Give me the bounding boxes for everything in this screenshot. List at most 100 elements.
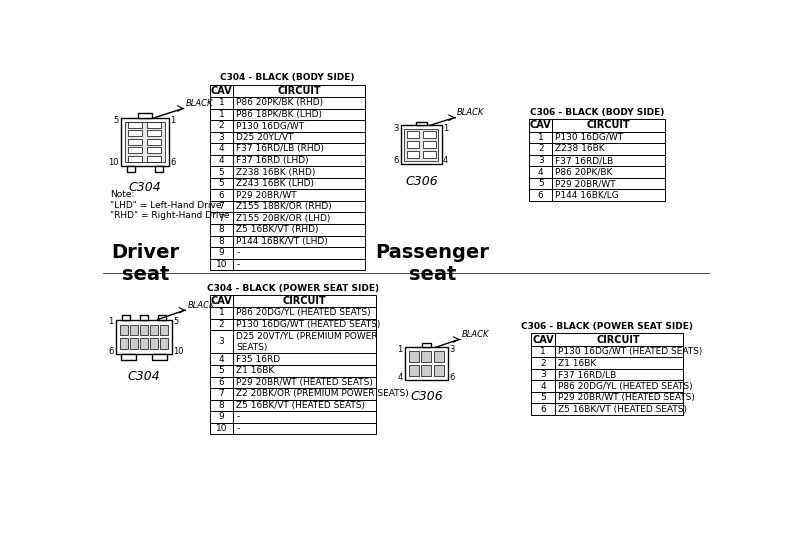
Text: 1: 1 <box>219 98 224 107</box>
Text: BLACK: BLACK <box>462 330 489 339</box>
Bar <box>160 338 168 349</box>
Text: Z5 16BK/VT (RHD): Z5 16BK/VT (RHD) <box>236 225 318 234</box>
Bar <box>407 151 420 158</box>
Text: 1: 1 <box>540 347 546 356</box>
Bar <box>233 307 376 319</box>
Bar <box>140 325 148 335</box>
Bar <box>147 147 161 153</box>
Text: 6: 6 <box>540 405 546 413</box>
Text: -: - <box>236 248 239 257</box>
Text: C304 - BLACK (BODY SIDE): C304 - BLACK (BODY SIDE) <box>220 73 355 83</box>
Bar <box>130 338 138 349</box>
Bar <box>210 388 233 400</box>
Text: CAV: CAV <box>211 296 232 306</box>
Bar <box>529 143 552 155</box>
Text: 10: 10 <box>108 158 118 167</box>
Bar <box>233 109 365 120</box>
Bar <box>127 166 135 172</box>
Bar <box>233 155 365 166</box>
Bar <box>210 247 233 259</box>
Bar <box>210 166 233 178</box>
Text: 1: 1 <box>170 117 176 126</box>
Bar <box>210 330 233 353</box>
Bar <box>150 338 158 349</box>
Text: 3: 3 <box>394 124 399 133</box>
Bar <box>233 353 376 365</box>
Bar <box>128 122 143 128</box>
Text: C304: C304 <box>128 369 160 383</box>
Text: D25 20VT/YL (PREMIUM POWER
SEATS): D25 20VT/YL (PREMIUM POWER SEATS) <box>236 332 378 352</box>
Text: 5: 5 <box>219 167 224 176</box>
Bar <box>405 128 439 161</box>
Text: C306: C306 <box>410 391 443 403</box>
Text: Z238 16BK (RHD): Z238 16BK (RHD) <box>236 167 315 176</box>
Bar <box>409 365 419 376</box>
Text: CIRCUIT: CIRCUIT <box>587 121 630 131</box>
Bar <box>233 423 376 434</box>
Text: 1: 1 <box>219 110 224 119</box>
Text: 6: 6 <box>538 191 543 200</box>
Text: 3: 3 <box>219 133 224 142</box>
Bar <box>531 357 554 369</box>
Bar <box>233 224 365 235</box>
Text: 4: 4 <box>398 373 403 382</box>
Text: 7: 7 <box>219 214 224 223</box>
Text: Driver
seat: Driver seat <box>112 243 180 283</box>
Bar <box>210 213 233 224</box>
Text: P86 20PK/BK (RHD): P86 20PK/BK (RHD) <box>236 98 323 107</box>
Text: -: - <box>236 412 239 421</box>
Bar <box>422 343 431 347</box>
Bar <box>407 141 420 148</box>
Bar <box>233 388 376 400</box>
Bar <box>434 351 444 362</box>
Text: 4: 4 <box>219 145 224 153</box>
Bar <box>138 113 152 118</box>
Bar <box>210 235 233 247</box>
Bar <box>406 347 447 379</box>
Text: CIRCUIT: CIRCUIT <box>597 335 641 344</box>
Text: 2: 2 <box>219 320 224 329</box>
Text: 9: 9 <box>219 248 224 257</box>
Bar <box>552 119 664 132</box>
Text: BLACK: BLACK <box>186 99 213 108</box>
Text: -: - <box>236 260 239 269</box>
Text: P144 16BK/LG: P144 16BK/LG <box>555 191 619 200</box>
Text: P29 20BR/WT (HEATED SEATS): P29 20BR/WT (HEATED SEATS) <box>558 393 695 402</box>
Bar <box>210 319 233 330</box>
Bar <box>233 120 365 132</box>
Bar <box>210 365 233 377</box>
Text: Z1 16BK: Z1 16BK <box>558 359 596 368</box>
Text: F37 16RD (LHD): F37 16RD (LHD) <box>236 156 309 165</box>
Bar <box>552 178 664 189</box>
Text: Z5 16BK/VT (HEATED SEATS): Z5 16BK/VT (HEATED SEATS) <box>236 401 365 410</box>
Bar <box>147 156 161 162</box>
Bar <box>233 411 376 423</box>
Bar <box>531 369 554 381</box>
Text: 4: 4 <box>443 156 448 165</box>
Bar <box>210 189 233 201</box>
Bar <box>210 307 233 319</box>
Bar <box>210 85 233 97</box>
Text: 5: 5 <box>113 117 118 126</box>
Text: C306 - BLACK (BODY SIDE): C306 - BLACK (BODY SIDE) <box>530 108 664 117</box>
Bar <box>424 131 436 138</box>
Text: 6: 6 <box>109 348 114 357</box>
Bar <box>128 130 143 136</box>
Bar <box>147 130 161 136</box>
Text: 1: 1 <box>398 345 403 354</box>
Text: F37 16RD/LB: F37 16RD/LB <box>555 156 614 165</box>
Bar <box>124 122 165 162</box>
Text: Z2 20BK/OR (PREMIUM POWER SEATS): Z2 20BK/OR (PREMIUM POWER SEATS) <box>236 389 409 398</box>
Bar <box>210 143 233 155</box>
Bar <box>210 201 233 213</box>
Bar <box>147 138 161 145</box>
Bar <box>554 346 683 357</box>
Bar <box>233 365 376 377</box>
Text: Note:
"LHD" = Left-Hand Drive
"RHD" = Right-Hand Drive: Note: "LHD" = Left-Hand Drive "RHD" = Ri… <box>110 190 230 220</box>
Text: P130 16DG/WT (HEATED SEATS): P130 16DG/WT (HEATED SEATS) <box>236 320 380 329</box>
Text: CIRCUIT: CIRCUIT <box>283 296 326 306</box>
Bar <box>233 235 365 247</box>
Bar <box>552 155 664 166</box>
Bar <box>210 353 233 365</box>
Bar <box>210 132 233 143</box>
